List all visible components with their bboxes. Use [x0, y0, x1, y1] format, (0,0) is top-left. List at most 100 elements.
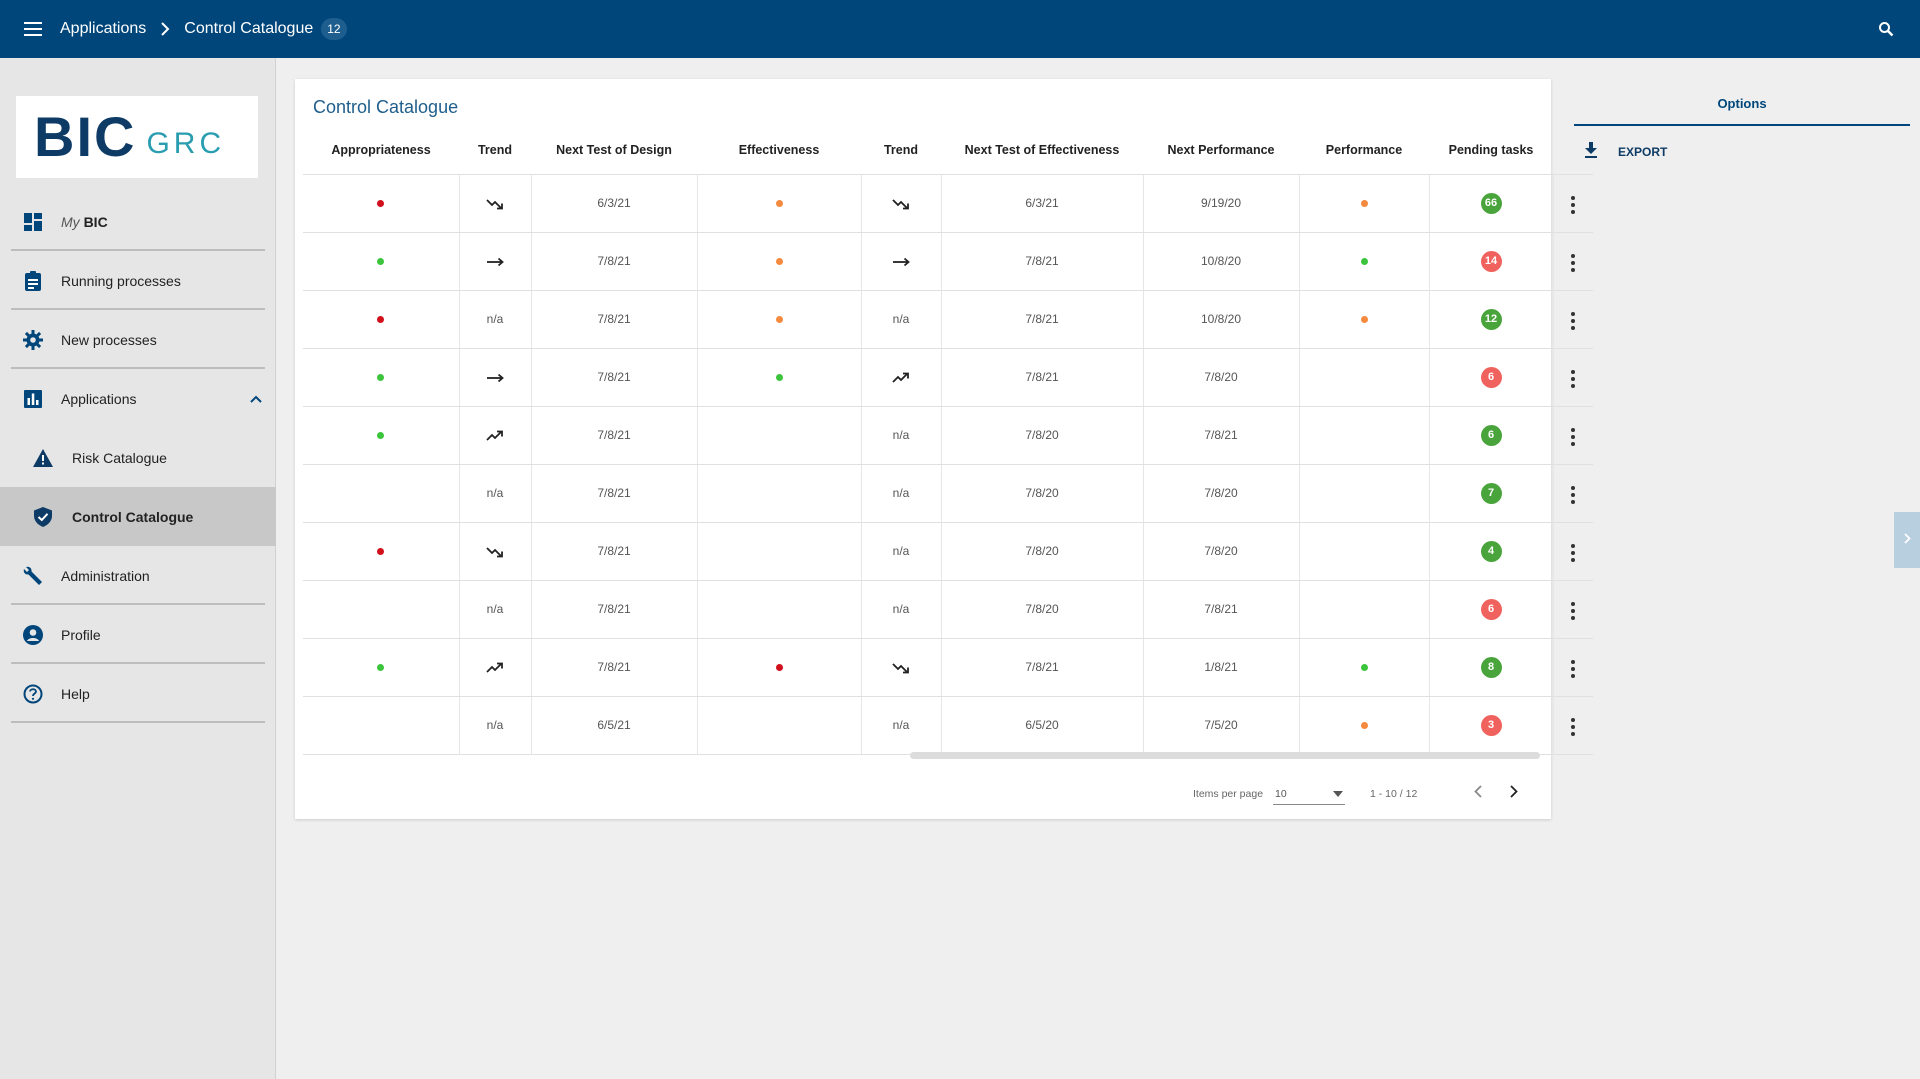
cell-trend-design — [459, 348, 532, 407]
collapse-panel-toggle[interactable] — [1894, 512, 1920, 568]
more-vert-icon[interactable] — [1567, 308, 1579, 334]
sidebar-item-administration[interactable]: Administration — [0, 546, 276, 605]
cell-pending-tasks: 6 — [1429, 580, 1554, 639]
column-header-next-test-of-design[interactable]: Next Test of Design — [531, 126, 697, 175]
column-header-pending-tasks[interactable]: Pending tasks — [1429, 126, 1553, 175]
next-page-button[interactable] — [1501, 781, 1527, 807]
cell-effectiveness — [697, 290, 862, 349]
cell-trend-effectiveness: n/a — [861, 464, 942, 523]
more-vert-icon[interactable] — [1567, 192, 1579, 218]
sidebar-item-label: Applications — [61, 390, 137, 407]
pending-tasks-badge[interactable]: 4 — [1480, 540, 1502, 562]
tab-options[interactable]: Options — [1574, 82, 1910, 126]
more-vert-icon[interactable] — [1567, 482, 1579, 508]
cell-trend-effectiveness — [861, 638, 942, 697]
table-body: 6/3/21 6/3/21 9/19/20 66 7/8/21 7/8/21 1… — [303, 174, 1593, 755]
table-row[interactable]: 7/8/21 7/8/21 7/8/20 6 — [303, 348, 1593, 407]
cell-pending-tasks: 4 — [1429, 522, 1554, 581]
horizontal-scrollbar[interactable] — [910, 752, 1540, 759]
table-row[interactable]: n/a 6/5/21 n/a 6/5/20 7/5/20 3 — [303, 696, 1593, 755]
pending-tasks-badge[interactable]: 6 — [1480, 366, 1502, 388]
search-icon[interactable] — [1872, 15, 1900, 43]
sidebar-item-label: BIC — [83, 213, 108, 230]
cell-pending-tasks: 8 — [1429, 638, 1554, 697]
more-vert-icon[interactable] — [1567, 424, 1579, 450]
more-vert-icon[interactable] — [1567, 598, 1579, 624]
sidebar-item-new-processes[interactable]: New processes — [0, 310, 276, 369]
clipboard-icon — [22, 270, 44, 292]
column-header-performance[interactable]: Performance — [1299, 126, 1429, 175]
cell-next-test-of-design: 6/3/21 — [531, 174, 698, 233]
cell-performance — [1299, 522, 1430, 581]
dashboard-icon — [22, 211, 44, 233]
cell-actions — [1553, 406, 1593, 465]
breadcrumb-applications[interactable]: Applications — [60, 20, 147, 37]
cell-trend-design: n/a — [459, 290, 532, 349]
cell-next-test-of-design: 7/8/21 — [531, 290, 698, 349]
column-header-appropriateness[interactable]: Appropriateness — [303, 126, 459, 175]
cell-trend-design — [459, 522, 532, 581]
cell-pending-tasks: 12 — [1429, 290, 1554, 349]
sidebar-item-profile[interactable]: Profile — [0, 605, 276, 664]
account-circle-icon — [22, 624, 44, 646]
pending-tasks-badge[interactable]: 3 — [1480, 714, 1502, 736]
items-per-page-select[interactable]: 10 — [1273, 783, 1345, 805]
cell-performance — [1299, 638, 1430, 697]
sidebar-item-label: Profile — [61, 626, 101, 643]
table-row[interactable]: 7/8/21 7/8/21 10/8/20 14 — [303, 232, 1593, 291]
table-header-row: Appropriateness Trend Next Test of Desig… — [303, 126, 1593, 175]
cell-next-performance: 7/5/20 — [1143, 696, 1300, 755]
column-header-effectiveness[interactable]: Effectiveness — [697, 126, 861, 175]
column-header-next-test-of-effectiveness[interactable]: Next Test of Effectiveness — [941, 126, 1143, 175]
more-vert-icon[interactable] — [1567, 656, 1579, 682]
pending-tasks-badge[interactable]: 7 — [1480, 482, 1502, 504]
cell-next-test-of-effectiveness: 7/8/21 — [941, 638, 1144, 697]
cell-performance — [1299, 232, 1430, 291]
chevron-right-icon — [1903, 531, 1911, 549]
table-row[interactable]: n/a 7/8/21 n/a 7/8/20 7/8/20 7 — [303, 464, 1593, 523]
export-button[interactable]: EXPORT — [1584, 140, 1667, 164]
sidebar-item-help[interactable]: Help — [0, 664, 276, 723]
column-header-trend[interactable]: Trend — [861, 126, 941, 175]
more-vert-icon[interactable] — [1567, 250, 1579, 276]
pending-tasks-badge[interactable]: 6 — [1480, 424, 1502, 446]
menu-icon[interactable] — [18, 14, 48, 44]
performance-status-dot — [1360, 722, 1368, 729]
more-vert-icon[interactable] — [1567, 540, 1579, 566]
column-header-next-performance[interactable]: Next Performance — [1143, 126, 1299, 175]
pending-tasks-badge[interactable]: 6 — [1480, 598, 1502, 620]
performance-status-dot — [1360, 258, 1368, 265]
pending-tasks-badge[interactable]: 12 — [1480, 308, 1502, 330]
table-row[interactable]: n/a 7/8/21 n/a 7/8/21 10/8/20 12 — [303, 290, 1593, 349]
chevron-up-icon[interactable] — [250, 390, 262, 408]
sidebar-item-my-bic[interactable]: My BIC — [0, 192, 276, 251]
cell-performance — [1299, 290, 1430, 349]
cell-trend-design — [459, 174, 532, 233]
more-vert-icon[interactable] — [1567, 714, 1579, 740]
column-header-trend[interactable]: Trend — [459, 126, 531, 175]
sidebar-item-running-processes[interactable]: Running processes — [0, 251, 276, 310]
appropriateness-status-dot — [377, 258, 385, 265]
sidebar-item-control-catalogue[interactable]: Control Catalogue — [0, 487, 276, 546]
breadcrumb-current: Control Catalogue — [184, 20, 314, 37]
table-row[interactable]: 7/8/21 n/a 7/8/20 7/8/20 4 — [303, 522, 1593, 581]
sidebar-item-risk-catalogue[interactable]: Risk Catalogue — [0, 428, 276, 487]
cell-appropriateness — [303, 696, 460, 755]
pending-tasks-badge[interactable]: 8 — [1480, 656, 1502, 678]
cell-effectiveness — [697, 522, 862, 581]
sidebar-item-applications[interactable]: Applications — [0, 369, 276, 428]
pending-tasks-badge[interactable]: 14 — [1480, 250, 1502, 272]
trend-na: n/a — [892, 602, 910, 616]
pending-tasks-badge[interactable]: 66 — [1480, 192, 1502, 214]
previous-page-button[interactable] — [1465, 781, 1491, 807]
performance-status-dot — [1360, 664, 1368, 671]
table-row[interactable]: 7/8/21 n/a 7/8/20 7/8/21 6 — [303, 406, 1593, 465]
table-row[interactable]: 7/8/21 7/8/21 1/8/21 8 — [303, 638, 1593, 697]
chevron-right-icon — [160, 22, 170, 36]
table-row[interactable]: n/a 7/8/21 n/a 7/8/20 7/8/21 6 — [303, 580, 1593, 639]
more-vert-icon[interactable] — [1567, 366, 1579, 392]
trend-na: n/a — [486, 312, 504, 326]
table-row[interactable]: 6/3/21 6/3/21 9/19/20 66 — [303, 174, 1593, 233]
sidebar-item-label: Risk Catalogue — [72, 449, 167, 466]
cell-appropriateness — [303, 406, 460, 465]
